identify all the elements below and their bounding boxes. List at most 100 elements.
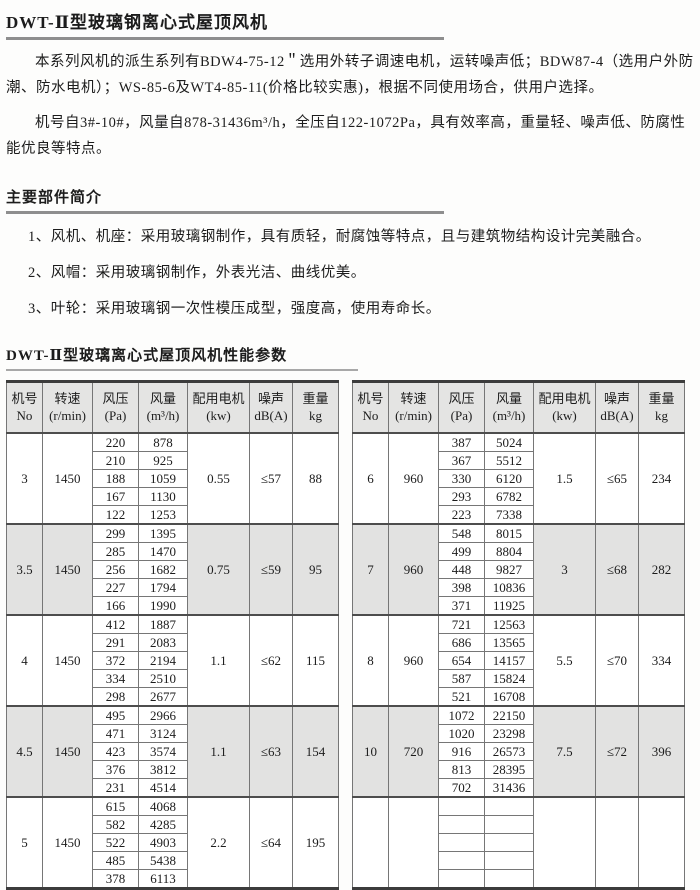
- flow-cell: [484, 833, 534, 852]
- flow-cell: 4903: [138, 833, 188, 852]
- speed-cell: 960: [388, 432, 439, 525]
- pressure-cell: 256: [92, 560, 139, 579]
- noise-cell: ≤65: [595, 432, 639, 525]
- flow-cell: 1990: [138, 596, 188, 616]
- fan-no-cell: 3: [6, 432, 43, 525]
- table-row: 291 2083: [7, 633, 339, 652]
- flow-cell: 10836: [484, 578, 534, 597]
- flow-cell: 13565: [484, 633, 534, 652]
- table-row: 499 8804: [353, 542, 685, 561]
- pressure-cell: 371: [438, 596, 485, 616]
- table-row: 6 960 387 5024 1.5 ≤65 234: [352, 432, 685, 525]
- fan-no-cell: 3.5: [6, 523, 43, 616]
- flow-cell: [484, 851, 534, 870]
- motor-power-cell: 5.5: [533, 614, 596, 707]
- pressure-cell: 387: [438, 432, 485, 452]
- flow-cell: 925: [138, 451, 188, 470]
- col-header-flow: 风量 (m³/h): [484, 381, 534, 434]
- pressure-cell: 334: [92, 669, 139, 688]
- table-row: 367 5512: [353, 451, 685, 470]
- table-row: 167 1130: [7, 487, 339, 506]
- pressure-cell: 285: [92, 542, 139, 561]
- section-title-components: 主要部件简介: [6, 190, 103, 206]
- pressure-cell: 291: [92, 633, 139, 652]
- table-row: 813 28395: [353, 760, 685, 779]
- weight-cell: [638, 796, 685, 889]
- performance-table-right: 机号 No 转速 (r/min) 风压 (Pa) 风量 (m³/h) 配用电机 (kw) 噪声 dB(…: [352, 380, 685, 890]
- table-row: [353, 833, 685, 852]
- table-row: 371 11925: [353, 596, 685, 616]
- table-row: 256 1682: [7, 560, 339, 579]
- pressure-cell: 398: [438, 578, 485, 597]
- table-row: 4.5 1450 495 2966 1.1 ≤63 154: [6, 705, 339, 798]
- noise-cell: ≤72: [595, 705, 639, 798]
- intro-paragraph-1: 本系列风机的派生系列有BDW4-75-12＂选用外转子调速电机，运转噪声低；BD…: [6, 54, 694, 96]
- col-header-weight: 重量 kg: [292, 381, 339, 434]
- flow-cell: 6782: [484, 487, 534, 506]
- flow-cell: 14157: [484, 651, 534, 670]
- performance-table-left: 机号 No 转速 (r/min) 风压 (Pa) 风量 (m³/h) 配用电机 (kw) 噪声 dB(…: [6, 380, 339, 890]
- speed-cell: 1450: [42, 432, 93, 525]
- flow-cell: 26573: [484, 742, 534, 761]
- title-underline: [6, 37, 444, 40]
- table-row: [353, 815, 685, 834]
- speed-cell: 960: [388, 523, 439, 616]
- pressure-cell: [438, 833, 485, 852]
- weight-cell: 88: [292, 432, 339, 525]
- pressure-cell: 330: [438, 469, 485, 488]
- page-title: DWT-Ⅱ型玻璃钢离心式屋顶风机: [6, 13, 269, 32]
- table-title-underline: [6, 369, 358, 371]
- flow-cell: 1794: [138, 578, 188, 597]
- flow-cell: 1059: [138, 469, 188, 488]
- pressure-cell: 499: [438, 542, 485, 561]
- list-item-cowl: 2、风帽：采用玻璃钢制作，外表光洁、曲线优美。: [28, 265, 366, 281]
- table-row: 210 925: [7, 451, 339, 470]
- flow-cell: 4514: [138, 778, 188, 798]
- motor-power-cell: 3: [533, 523, 596, 616]
- flow-cell: 8804: [484, 542, 534, 561]
- noise-cell: ≤57: [249, 432, 293, 525]
- table-row: [352, 796, 685, 889]
- components-list: 1、风机、机座：采用玻璃钢制作，具有质轻，耐腐蚀等特点，且与建筑物结构设计完美融…: [6, 224, 694, 322]
- motor-power-cell: 1.1: [187, 705, 250, 798]
- table-row: 10 720 1072 22150 7.5 ≤72 396: [352, 705, 685, 798]
- pressure-cell: 521: [438, 687, 485, 707]
- pressure-cell: 702: [438, 778, 485, 798]
- flow-cell: 23298: [484, 724, 534, 743]
- flow-cell: 3574: [138, 742, 188, 761]
- noise-cell: ≤70: [595, 614, 639, 707]
- speed-cell: 1450: [42, 705, 93, 798]
- col-header-noise: 噪声 dB(A): [595, 381, 639, 434]
- table-row: 654 14157: [353, 651, 685, 670]
- motor-power-cell: 0.75: [187, 523, 250, 616]
- flow-cell: 12563: [484, 614, 534, 634]
- fan-no-cell: 8: [352, 614, 389, 707]
- weight-cell: 195: [292, 796, 339, 889]
- pressure-cell: 376: [92, 760, 139, 779]
- table-row: 334 2510: [7, 669, 339, 688]
- motor-power-cell: 7.5: [533, 705, 596, 798]
- table-row: 4 1450 412 1887 1.1 ≤62 115: [6, 614, 339, 707]
- performance-table-title: DWT-Ⅱ型玻璃离心式屋顶风机性能参数: [6, 348, 288, 364]
- col-header-speed: 转速 (r/min): [388, 381, 439, 434]
- table-row: 8 960 721 12563 5.5 ≤70 334: [352, 614, 685, 707]
- fan-no-cell: 6: [352, 432, 389, 525]
- col-header-no: 机号 No: [352, 381, 389, 434]
- table-header-row: 机号 No 转速 (r/min) 风压 (Pa) 风量 (m³/h) 配用电机 (kw) 噪声 dB(…: [6, 381, 339, 434]
- table-row: 485 5438: [7, 851, 339, 870]
- pressure-cell: 166: [92, 596, 139, 616]
- pressure-cell: 471: [92, 724, 139, 743]
- pressure-cell: 916: [438, 742, 485, 761]
- table-row: 166 1990: [7, 596, 339, 616]
- col-header-pressure: 风压 (Pa): [438, 381, 485, 434]
- pressure-cell: 293: [438, 487, 485, 506]
- motor-power-cell: 1.1: [187, 614, 250, 707]
- motor-power-cell: 1.5: [533, 432, 596, 525]
- pressure-cell: 188: [92, 469, 139, 488]
- flow-cell: 1130: [138, 487, 188, 506]
- table-row: 3.5 1450 299 1395 0.75 ≤59 95: [6, 523, 339, 616]
- noise-cell: ≤59: [249, 523, 293, 616]
- pressure-cell: 654: [438, 651, 485, 670]
- pressure-cell: 813: [438, 760, 485, 779]
- flow-cell: 2677: [138, 687, 188, 707]
